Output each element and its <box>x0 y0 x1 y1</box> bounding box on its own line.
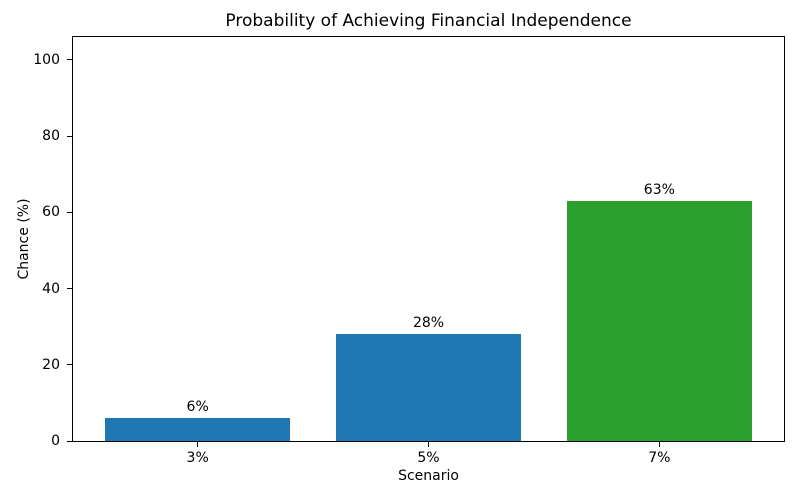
y-tick-label: 80 <box>42 128 60 145</box>
y-tick-label: 40 <box>42 280 60 297</box>
y-tick-label: 100 <box>33 51 60 68</box>
bar-3% <box>105 418 290 441</box>
x-tick-label: 7% <box>648 450 671 466</box>
y-tick-mark <box>67 364 72 366</box>
y-tick-mark <box>67 440 72 442</box>
y-tick-mark <box>67 59 72 61</box>
bar-5% <box>336 334 521 441</box>
x-tick-mark <box>428 442 429 447</box>
y-tick-label: 60 <box>42 204 60 221</box>
bar-value-label: 6% <box>186 399 209 416</box>
y-tick-mark <box>67 135 72 137</box>
bar-value-label: 63% <box>643 181 675 198</box>
x-tick-mark <box>197 442 199 447</box>
y-tick-mark <box>67 288 72 290</box>
plot-area: 6% 28% 63% <box>72 36 785 442</box>
bar-value-label: 28% <box>412 315 445 332</box>
x-tick-label: 3% <box>186 450 209 466</box>
x-axis-label: Scenario <box>398 468 459 484</box>
bar-7% <box>567 200 752 441</box>
x-tick-label: 5% <box>417 450 440 466</box>
y-tick-label: 0 <box>51 433 60 449</box>
chart-title: Probability of Achieving Financial Indep… <box>225 11 632 31</box>
y-tick-mark <box>67 211 72 213</box>
y-tick-label: 20 <box>42 356 60 373</box>
x-tick-mark <box>658 442 660 447</box>
